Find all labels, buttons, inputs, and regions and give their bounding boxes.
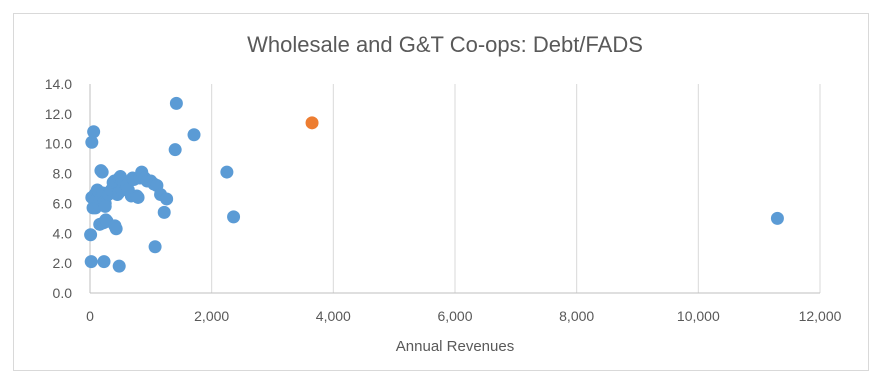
data-point <box>85 135 99 149</box>
y-tick-label: 2.0 <box>53 255 73 271</box>
data-point <box>112 259 126 273</box>
x-axis-label: Annual Revenues <box>396 338 514 355</box>
y-tick-label: 4.0 <box>53 225 73 241</box>
data-point <box>84 228 98 242</box>
data-point <box>169 96 183 110</box>
data-point <box>160 192 174 206</box>
x-tick-label: 10,000 <box>677 308 720 324</box>
y-tick-label: 10.0 <box>45 136 72 152</box>
data-points <box>84 96 784 273</box>
data-point <box>168 143 182 157</box>
y-tick-label: 0.0 <box>53 285 73 301</box>
x-tick-label: 8,000 <box>559 308 594 324</box>
x-tick-label: 12,000 <box>799 308 842 324</box>
data-point <box>220 165 234 179</box>
y-tick-label: 12.0 <box>45 106 72 122</box>
y-axis-ticks: 0.0 2.0 4.0 6.0 8.0 10.0 12.0 14.0 <box>45 76 72 301</box>
data-point <box>148 240 162 254</box>
data-point <box>87 125 101 139</box>
y-tick-label: 8.0 <box>53 166 73 182</box>
data-point <box>95 165 109 179</box>
data-point <box>84 255 98 269</box>
data-point <box>109 222 123 236</box>
y-tick-label: 6.0 <box>53 195 73 211</box>
data-point <box>131 190 145 204</box>
x-tick-label: 2,000 <box>194 308 229 324</box>
data-point <box>97 255 111 269</box>
x-tick-label: 4,000 <box>316 308 351 324</box>
data-point <box>157 205 171 219</box>
data-point <box>227 210 241 224</box>
x-tick-label: 6,000 <box>437 308 472 324</box>
gridlines <box>211 84 821 293</box>
y-tick-label: 14.0 <box>45 76 72 92</box>
data-point <box>98 199 112 213</box>
data-point <box>187 128 201 142</box>
x-tick-label: 0 <box>86 308 94 324</box>
x-axis-ticks: 0 2,000 4,000 6,000 8,000 10,000 12,000 <box>86 308 842 324</box>
chart-title: Wholesale and G&T Co-ops: Debt/FADS <box>247 32 643 57</box>
data-point <box>770 211 784 225</box>
highlighted-data-point <box>305 116 319 130</box>
